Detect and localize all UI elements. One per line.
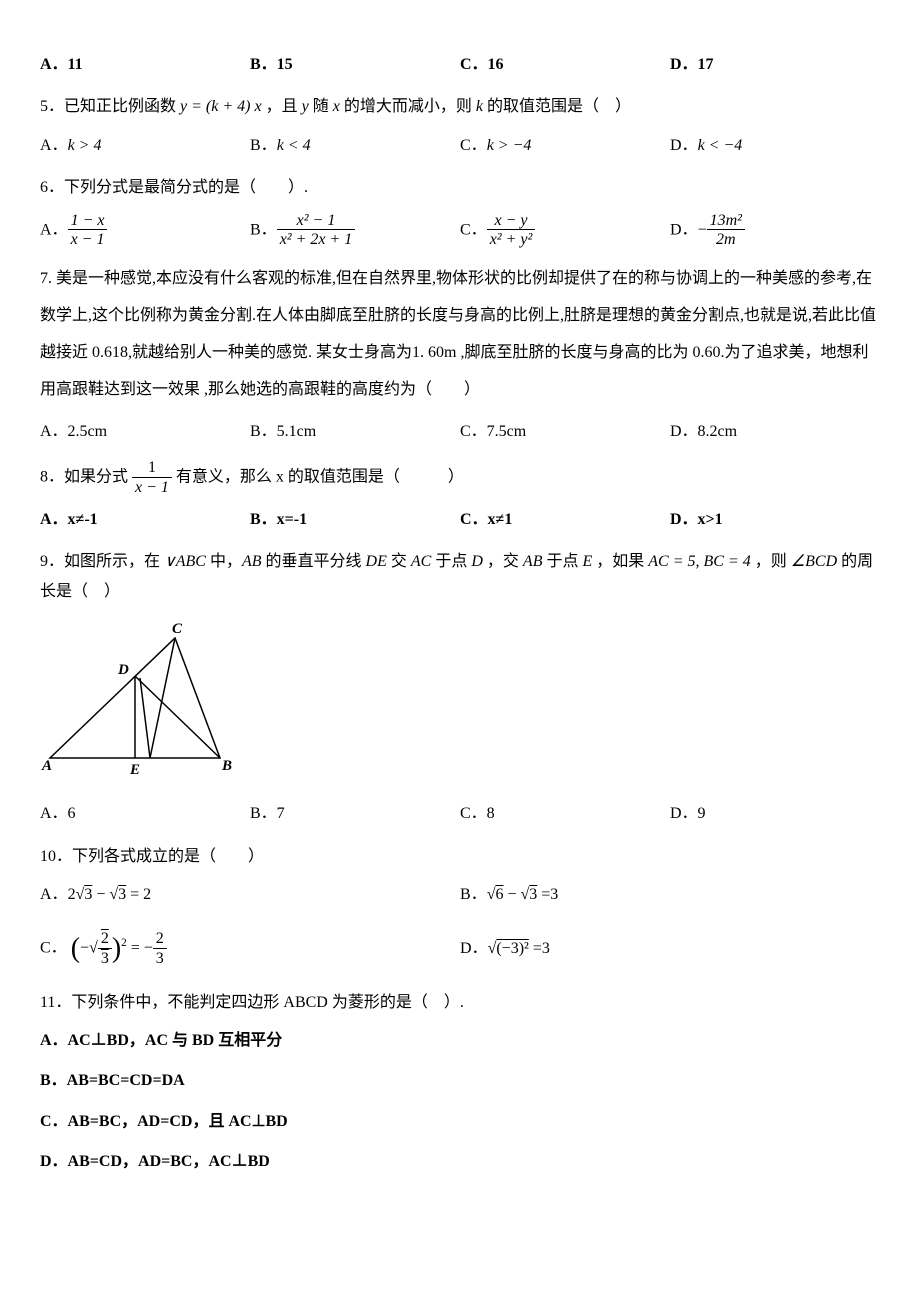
q6-opt-b: B．x² − 1x² + 2x + 1 xyxy=(250,212,460,250)
q5-opt-c: C．k > −4 xyxy=(460,131,670,161)
q7-opt-b: B．5.1cm xyxy=(250,417,460,447)
q5-opt-b: B．k < 4 xyxy=(250,131,460,161)
opt-d: D．17 xyxy=(670,50,880,80)
q8-opt-a: A．x≠-1 xyxy=(40,505,250,535)
label-a: A xyxy=(41,758,52,774)
q6-opt-c: C．x − yx² + y² xyxy=(460,212,670,250)
q7-opt-a: A．2.5cm xyxy=(40,417,250,447)
q9-text: 9．如图所示，在 ∨ABC 中，AB 的垂直平分线 DE 交 AC 于点 D ，… xyxy=(40,547,880,608)
q6-options: A．1 − xx − 1 B．x² − 1x² + 2x + 1 C．x − y… xyxy=(40,212,880,250)
q9-options: A．6 B．7 C．8 D．9 xyxy=(40,799,880,829)
q7-options: A．2.5cm B．5.1cm C．7.5cm D．8.2cm xyxy=(40,417,880,447)
q10-options-row1: A．2√3 − √3 = 2 B．√6 − √3 =3 xyxy=(40,880,880,910)
q10-opt-a: A．2√3 − √3 = 2 xyxy=(40,880,460,910)
q10-text: 10．下列各式成立的是（ ） xyxy=(40,842,880,872)
q9-figure: A B C D E xyxy=(40,618,880,789)
label-d: D xyxy=(117,662,129,678)
q11-opt-a: A．AC⊥BD，AC 与 BD 互相平分 xyxy=(40,1026,880,1056)
q-prev-options: A．11 B．15 C．16 D．17 xyxy=(40,50,880,80)
q10-opt-b: B．√6 − √3 =3 xyxy=(460,880,880,910)
opt-b: B．15 xyxy=(250,50,460,80)
q5-opt-d: D．k < −4 xyxy=(670,131,880,161)
q6-text: 6．下列分式是最简分式的是（ ）. xyxy=(40,173,880,203)
label-e: E xyxy=(129,762,140,778)
q9-opt-a: A．6 xyxy=(40,799,250,829)
q9-opt-c: C．8 xyxy=(460,799,670,829)
opt-c: C．16 xyxy=(460,50,670,80)
q6-opt-d: D．−13m²2m xyxy=(670,212,880,250)
opt-a: A．11 xyxy=(40,50,250,80)
q11-opt-d: D．AB=CD，AD=BC，AC⊥BD xyxy=(40,1147,880,1177)
q9-opt-d: D．9 xyxy=(670,799,880,829)
q10-opt-d: D．√(−3)² =3 xyxy=(460,934,880,964)
q10-opt-c: C． (−√23)2 = −23 xyxy=(40,922,460,975)
q7-text: 7. 美是一种感觉,本应没有什么客观的标准,但在自然界里,物体形状的比例却提供了… xyxy=(40,261,880,408)
q5-text: 5．已知正比例函数 y = (k + 4) x ，且 y 随 x 的增大而减小，… xyxy=(40,92,880,122)
q8-options: A．x≠-1 B．x=-1 C．x≠1 D．x>1 xyxy=(40,505,880,535)
q7-opt-c: C．7.5cm xyxy=(460,417,670,447)
q8-text: 8．如果分式 1x − 1 有意义，那么 x 的取值范围是（ ） xyxy=(40,459,880,497)
q8-opt-d: D．x>1 xyxy=(670,505,880,535)
q11-opt-b: B．AB=BC=CD=DA xyxy=(40,1066,880,1096)
q8-opt-b: B．x=-1 xyxy=(250,505,460,535)
label-c: C xyxy=(172,621,183,637)
q11-text: 11．下列条件中，不能判定四边形 ABCD 为菱形的是（ ）. xyxy=(40,988,880,1018)
q5-opt-a: A．k > 4 xyxy=(40,131,250,161)
q8-opt-c: C．x≠1 xyxy=(460,505,670,535)
label-b: B xyxy=(221,758,232,774)
q9-opt-b: B．7 xyxy=(250,799,460,829)
q6-opt-a: A．1 − xx − 1 xyxy=(40,212,250,250)
q7-opt-d: D．8.2cm xyxy=(670,417,880,447)
q10-options-row2: C． (−√23)2 = −23 D．√(−3)² =3 xyxy=(40,922,880,975)
q11-opt-c: C．AB=BC，AD=CD，且 AC⊥BD xyxy=(40,1107,880,1137)
q5-options: A．k > 4 B．k < 4 C．k > −4 D．k < −4 xyxy=(40,131,880,161)
triangle-diagram: A B C D E xyxy=(40,618,240,778)
